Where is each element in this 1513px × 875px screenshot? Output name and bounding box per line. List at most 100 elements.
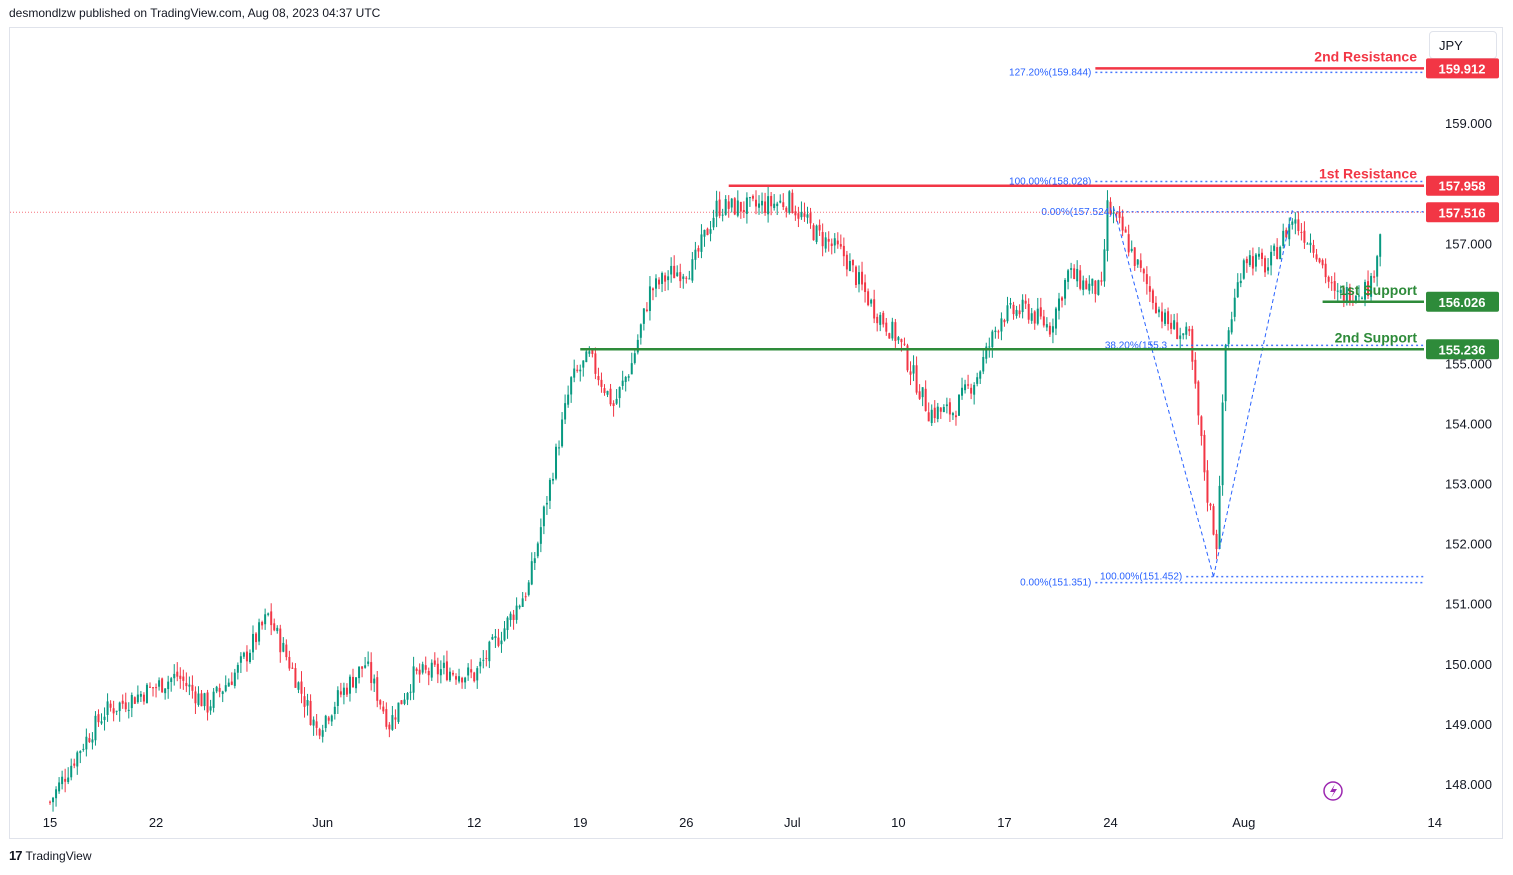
- candle-body: [555, 446, 558, 479]
- candle-body: [276, 627, 279, 632]
- candle-body: [145, 684, 148, 704]
- candle-body: [285, 644, 288, 658]
- candle-body: [509, 613, 512, 621]
- candle-body: [703, 229, 706, 237]
- candle-body: [1300, 231, 1303, 233]
- candle-body: [1357, 295, 1360, 297]
- candle-body: [761, 200, 764, 206]
- x-tick-label: 15: [43, 815, 57, 830]
- candle-body: [215, 686, 218, 692]
- candle-body: [667, 276, 670, 281]
- candle-body: [985, 346, 988, 359]
- candle-body: [309, 700, 312, 725]
- tradingview-logo-icon[interactable]: 17: [9, 848, 23, 863]
- candle-body: [694, 249, 697, 260]
- lightning-icon-ring: [1323, 781, 1343, 801]
- currency-button[interactable]: JPY: [1429, 31, 1497, 59]
- candle-body: [148, 686, 151, 688]
- x-tick-label: 22: [149, 815, 163, 830]
- lightning-icon[interactable]: [1323, 781, 1343, 801]
- candle-body: [497, 637, 500, 646]
- level-price-tag: [1426, 339, 1499, 360]
- candle-body: [312, 719, 315, 726]
- candle-body: [603, 388, 606, 394]
- candle-body: [639, 324, 642, 338]
- candle-body: [103, 716, 106, 721]
- candle-body: [945, 404, 948, 407]
- time-axis: 15 22 Jun 12 19 26 Jul 10 17 24 Aug 14: [43, 815, 1442, 830]
- candle-body: [785, 207, 788, 212]
- candle-body: [709, 229, 712, 234]
- candle-body: [321, 730, 324, 737]
- candle-body: [521, 598, 524, 607]
- candle-body: [1339, 289, 1342, 293]
- candle-body: [751, 195, 754, 199]
- candle-body: [1212, 506, 1215, 535]
- candle-body: [648, 286, 651, 312]
- candle-body: [1079, 270, 1082, 289]
- candle-body: [561, 419, 564, 447]
- candle-body: [542, 506, 545, 527]
- candle-body: [1112, 212, 1115, 214]
- candle-body: [706, 228, 709, 236]
- candle-body: [939, 407, 942, 412]
- candle-body: [397, 702, 400, 722]
- candle-body: [439, 669, 442, 676]
- candle-body: [982, 356, 985, 372]
- candle-body: [248, 652, 251, 663]
- y-tick-label: 153.000: [1445, 477, 1492, 492]
- candle-body: [1297, 219, 1300, 231]
- candle-body: [455, 676, 458, 680]
- candle-body: [352, 676, 354, 688]
- candle-body: [1315, 254, 1318, 260]
- candle-body: [1309, 242, 1312, 246]
- candle-body: [176, 671, 179, 677]
- candle-body: [803, 213, 806, 217]
- candle-body: [870, 299, 873, 304]
- level-price-tag: [1426, 175, 1499, 196]
- candle-body: [315, 721, 318, 728]
- candle-body: [1139, 260, 1142, 268]
- candle-body: [536, 543, 539, 557]
- x-tick-label: 12: [467, 815, 481, 830]
- candle-body: [867, 291, 870, 306]
- candle-body: [748, 197, 751, 199]
- candle-body: [1164, 312, 1167, 324]
- candle-body: [109, 703, 112, 708]
- candle-body: [1376, 256, 1379, 277]
- last-price-tag: [1426, 202, 1499, 223]
- candle-body: [430, 662, 433, 678]
- candle-body: [448, 671, 451, 681]
- candle-body: [212, 691, 215, 708]
- candle-body: [903, 343, 906, 345]
- candle-body: [427, 670, 430, 676]
- candle-body: [391, 715, 394, 730]
- candle-body: [1027, 303, 1030, 320]
- level-name: 2nd Resistance: [1314, 48, 1417, 64]
- candle-body: [355, 677, 358, 689]
- candle-body: [545, 502, 548, 505]
- lightning-icon-bolt: [1330, 784, 1337, 798]
- candle-body: [676, 272, 679, 277]
- candle-body: [682, 276, 685, 279]
- levels-layer: 2nd Resistance 159.912 1st Resistance 157.9…: [10, 48, 1499, 360]
- brand-name[interactable]: TradingView: [25, 848, 92, 863]
- y-tick-label: 159.000: [1445, 116, 1492, 131]
- candle-body: [361, 666, 364, 669]
- candle-body: [55, 789, 58, 799]
- candle-body: [1070, 268, 1073, 270]
- candle-body: [1257, 253, 1260, 257]
- candle-body: [958, 394, 960, 416]
- candle-body: [564, 403, 567, 420]
- candle-body: [379, 700, 382, 705]
- candle-body: [570, 377, 573, 395]
- candle-body: [252, 633, 255, 653]
- candle-body: [1151, 290, 1154, 303]
- candle-body: [327, 717, 330, 721]
- candle-body: [358, 666, 361, 679]
- candle-body: [600, 379, 603, 387]
- candle-body: [1157, 309, 1160, 313]
- candle-body: [476, 668, 479, 681]
- fib-label: 100.00%(151.452): [1100, 572, 1182, 583]
